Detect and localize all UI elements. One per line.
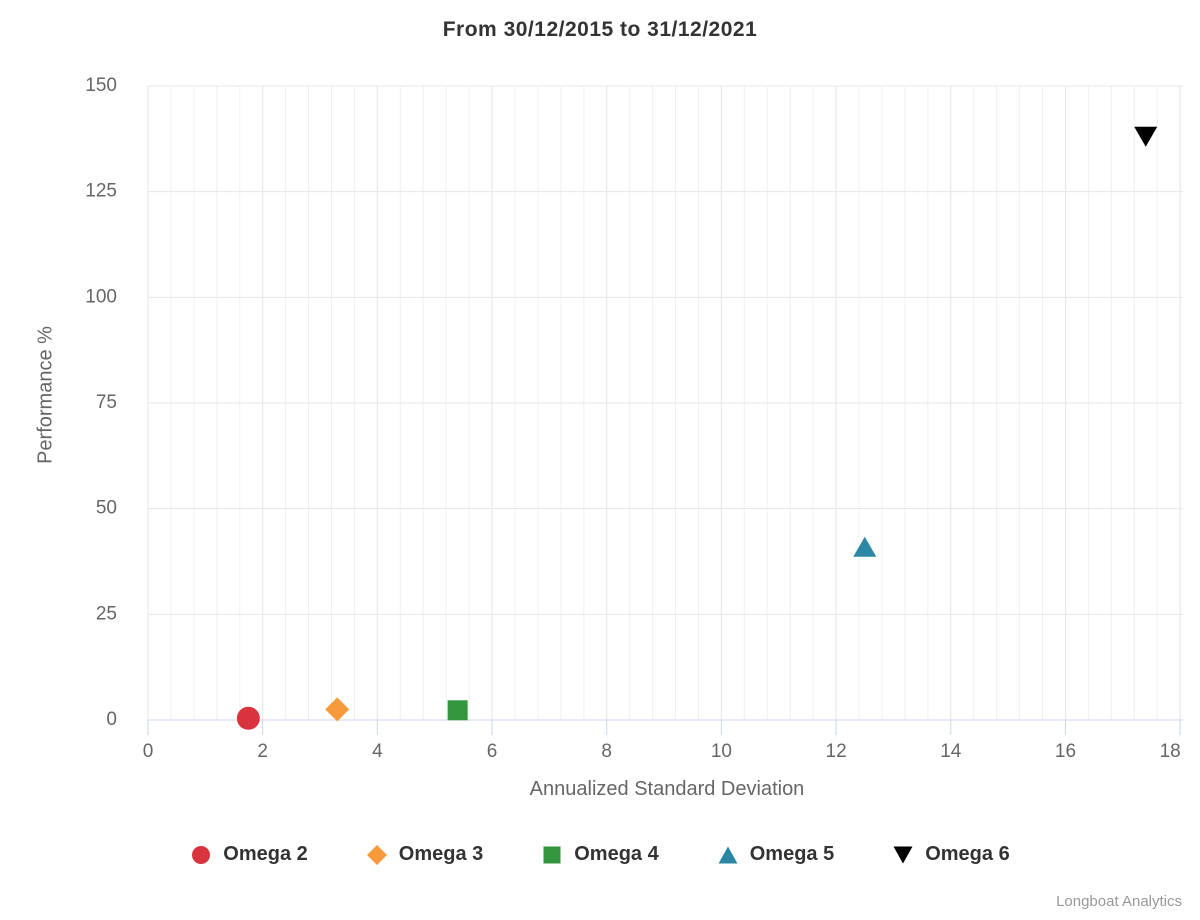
data-point-omega-3[interactable] xyxy=(325,697,350,722)
legend-item-omega-6[interactable]: Omega 6 xyxy=(892,843,1010,866)
omega-6-marker-shape xyxy=(893,846,913,863)
omega-3-diamond-icon xyxy=(366,844,387,865)
omega-4-square-icon xyxy=(543,846,561,863)
y-tick-label: 75 xyxy=(96,392,117,413)
legend-label-omega-3: Omega 3 xyxy=(398,843,484,865)
x-tick-label: 12 xyxy=(826,741,847,762)
omega-5-marker-shape xyxy=(718,846,738,863)
x-tick-label: 0 xyxy=(143,741,154,762)
legend-label-omega-2: Omega 2 xyxy=(223,843,308,865)
y-tick-label: 50 xyxy=(96,498,117,519)
plot-area: 0 2 4 6 8 10 12 14 16 18 0 25 50 75 100 125 150 xyxy=(85,75,1183,762)
omega-6-triangle-down-icon xyxy=(893,846,913,863)
data-point-omega-6[interactable] xyxy=(1134,126,1158,147)
legend-item-omega-3[interactable]: Omega 3 xyxy=(366,843,483,866)
x-tick-label: 6 xyxy=(487,741,498,762)
chart-title: From 30/12/2015 to 31/12/2021 xyxy=(442,18,758,41)
x-tick-label: 10 xyxy=(711,741,732,762)
legend-item-omega-5[interactable]: Omega 5 xyxy=(717,843,834,866)
y-tick-label: 150 xyxy=(85,75,117,96)
y-tick-label: 0 xyxy=(106,709,117,730)
x-tick-label: 4 xyxy=(372,741,383,762)
credits-link[interactable]: Longboat Analytics xyxy=(1056,893,1182,910)
x-axis-title: Annualized Standard Deviation xyxy=(529,778,805,800)
x-tick-label: 8 xyxy=(601,741,612,762)
legend-label-omega-5: Omega 5 xyxy=(749,843,835,865)
x-tick-label: 16 xyxy=(1055,741,1076,762)
y-tick-label: 100 xyxy=(85,286,117,307)
legend: Omega 2 Omega 3 Omega 4 Omega 5 Omega 6 xyxy=(0,843,1200,866)
y-tick-label: 125 xyxy=(85,181,117,202)
omega-5-triangle-up-icon xyxy=(718,846,738,863)
data-point-omega-2[interactable] xyxy=(236,706,260,730)
legend-item-omega-2[interactable]: Omega 2 xyxy=(190,843,308,866)
x-tick-label: 14 xyxy=(940,741,962,762)
y-tick-label: 25 xyxy=(96,603,117,624)
x-tick-label: 2 xyxy=(257,741,268,762)
legend-item-omega-4[interactable]: Omega 4 xyxy=(541,843,659,866)
legend-label-omega-4: Omega 4 xyxy=(574,843,659,865)
data-point-omega-5[interactable] xyxy=(853,536,877,557)
data-point-omega-4[interactable] xyxy=(447,700,468,721)
legend-label-omega-6: Omega 6 xyxy=(925,843,1010,865)
omega-3-marker-shape xyxy=(366,844,387,865)
omega-2-circle-icon xyxy=(192,845,211,864)
omega-4-marker-shape xyxy=(543,846,561,863)
omega-2-marker-shape xyxy=(192,845,211,864)
x-tick-label: 18 xyxy=(1160,741,1181,762)
